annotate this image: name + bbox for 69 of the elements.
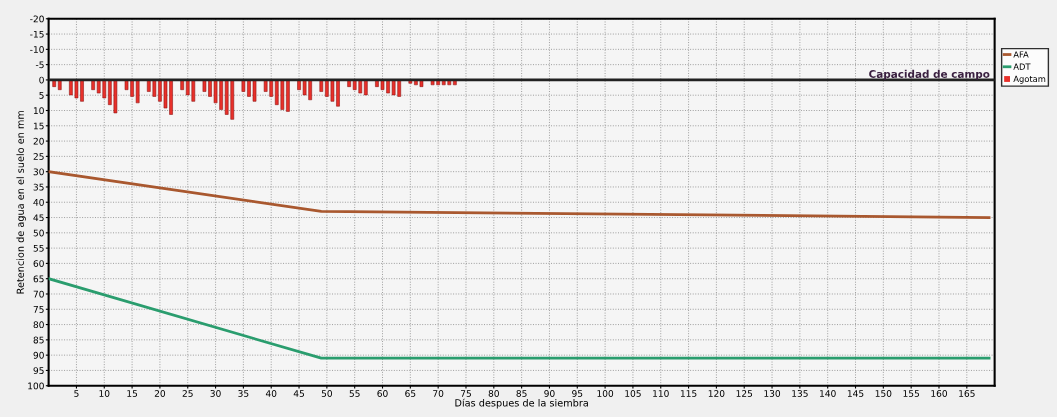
- x-tick-label: 120: [708, 390, 725, 397]
- x-tick-label: 65: [405, 390, 416, 397]
- x-tick-label: 5: [74, 390, 79, 397]
- y-tick-label: 55: [33, 244, 44, 252]
- x-tick-label: 115: [680, 390, 697, 397]
- y-tick-label: 35: [33, 183, 44, 191]
- y-tick-label: 85: [33, 336, 44, 344]
- y-tick-label: 40: [33, 198, 44, 206]
- bar: [319, 79, 324, 92]
- x-tick-label: 75: [460, 390, 471, 397]
- legend-label: ADT: [1013, 63, 1031, 70]
- y-tick-label: 25: [33, 153, 44, 160]
- bar: [364, 79, 368, 96]
- x-tick-label: 105: [625, 390, 641, 397]
- y-tick-label: 50: [33, 229, 44, 237]
- x-tick-label: 160: [931, 390, 948, 397]
- y-tick-label: 100: [28, 382, 44, 390]
- x-tick-label: 85: [516, 390, 527, 397]
- x-tick-label: 80: [488, 390, 499, 397]
- x-tick-label: 10: [99, 390, 110, 397]
- x-tick-label: 60: [377, 390, 388, 397]
- x-tick-label: 15: [127, 390, 138, 397]
- bar: [57, 79, 62, 90]
- y-tick-label: 20: [33, 137, 44, 145]
- y-tick-label: -5: [35, 61, 44, 69]
- x-tick-label: 125: [736, 390, 753, 397]
- x-tick-label: 25: [182, 390, 193, 397]
- y-tick-label: 10: [33, 107, 44, 115]
- x-tick-label: 165: [959, 390, 975, 397]
- x-tick-label: 135: [792, 390, 808, 397]
- x-tick-label: 110: [653, 390, 669, 397]
- x-tick-label: 140: [820, 390, 836, 397]
- y-tick-label: 75: [33, 306, 44, 313]
- y-axis-title: Retencion de agua en el suelo en mm: [16, 110, 26, 294]
- x-tick-label: 95: [572, 390, 583, 397]
- y-tick-label: 30: [33, 168, 44, 176]
- x-tick-label: 35: [238, 390, 249, 397]
- y-tick-label: 5: [39, 92, 44, 99]
- x-tick-label: 130: [764, 390, 781, 397]
- y-tick-label: 65: [33, 275, 44, 283]
- y-tick-label: 0: [39, 76, 44, 84]
- y-tick-label: 45: [33, 214, 44, 222]
- y-tick-label: -20: [30, 15, 44, 23]
- x-tick-label: 40: [265, 390, 277, 397]
- ref-line-label: Capacidad de campo: [869, 69, 990, 80]
- x-tick-label: 100: [597, 390, 614, 397]
- x-tick-label: 55: [349, 390, 360, 397]
- y-tick-label: 15: [33, 122, 44, 130]
- y-tick-label: -10: [30, 46, 44, 53]
- x-axis-title: Días despues de la siembra: [455, 398, 588, 409]
- y-tick-label: 90: [33, 351, 44, 359]
- y-tick-label: 95: [33, 367, 44, 374]
- x-tick-label: 30: [210, 390, 221, 397]
- x-tick-label: 145: [847, 390, 864, 397]
- y-tick-label: 60: [33, 260, 44, 267]
- x-tick-label: 20: [154, 390, 166, 397]
- y-tick-label: 70: [33, 290, 44, 298]
- x-tick-label: 50: [321, 390, 333, 397]
- legend-label: AFA: [1013, 51, 1029, 58]
- y-tick-label: -15: [30, 30, 44, 38]
- bar: [180, 79, 184, 90]
- x-tick-label: 150: [875, 390, 892, 397]
- x-tick-label: 45: [293, 390, 304, 397]
- x-tick-label: 155: [903, 390, 919, 397]
- x-tick-label: 70: [433, 390, 444, 397]
- legend-label: Agotam: [1013, 75, 1046, 84]
- bar: [91, 79, 95, 90]
- x-tick-label: 90: [544, 390, 555, 397]
- y-tick-label: 80: [33, 321, 44, 329]
